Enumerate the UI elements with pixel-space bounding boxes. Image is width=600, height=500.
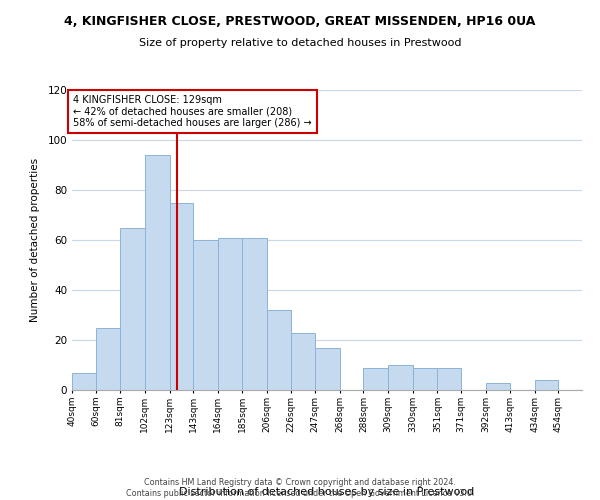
Bar — [413, 368, 437, 390]
Bar — [315, 348, 340, 390]
Bar — [193, 240, 218, 390]
Bar — [485, 382, 511, 390]
Bar — [364, 368, 388, 390]
Y-axis label: Number of detached properties: Number of detached properties — [31, 158, 40, 322]
X-axis label: Distribution of detached houses by size in Prestwood: Distribution of detached houses by size … — [179, 488, 475, 498]
Bar — [170, 202, 193, 390]
Text: 4, KINGFISHER CLOSE, PRESTWOOD, GREAT MISSENDEN, HP16 0UA: 4, KINGFISHER CLOSE, PRESTWOOD, GREAT MI… — [64, 15, 536, 28]
Bar — [437, 368, 461, 390]
Bar — [388, 365, 413, 390]
Bar — [120, 228, 145, 390]
Bar — [218, 238, 242, 390]
Text: Contains HM Land Registry data © Crown copyright and database right 2024.
Contai: Contains HM Land Registry data © Crown c… — [126, 478, 474, 498]
Text: Size of property relative to detached houses in Prestwood: Size of property relative to detached ho… — [139, 38, 461, 48]
Bar — [242, 238, 267, 390]
Bar — [95, 328, 120, 390]
Bar — [267, 310, 290, 390]
Bar — [535, 380, 559, 390]
Bar — [72, 372, 95, 390]
Text: 4 KINGFISHER CLOSE: 129sqm
← 42% of detached houses are smaller (208)
58% of sem: 4 KINGFISHER CLOSE: 129sqm ← 42% of deta… — [73, 95, 312, 128]
Bar — [290, 332, 315, 390]
Bar — [145, 155, 170, 390]
